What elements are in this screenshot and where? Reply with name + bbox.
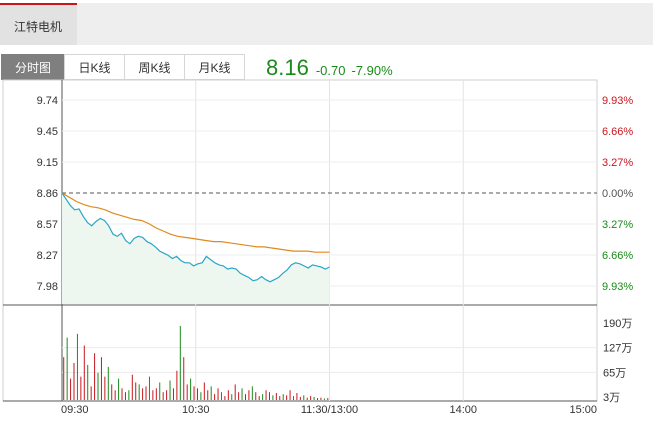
price-tick-label: 8.27 bbox=[37, 250, 58, 262]
price-tick-label: 7.98 bbox=[37, 281, 58, 293]
volume-tick-label: 127万 bbox=[603, 343, 632, 355]
tab-monthly-k[interactable]: 月K线 bbox=[184, 54, 245, 80]
price-tick-label: 9.15 bbox=[37, 157, 58, 169]
chart-type-tabs: 分时图 日K线 周K线 月K线 bbox=[1, 54, 245, 80]
pct-tick-label: 6.66% bbox=[602, 250, 633, 262]
stock-header-bar: 江特电机 bbox=[0, 3, 653, 45]
price-area bbox=[62, 193, 330, 304]
pct-tick-label: 3.27% bbox=[602, 219, 633, 231]
stock-name: 江特电机 bbox=[14, 20, 63, 34]
quote-panel: 8.16 -0.70 -7.90% bbox=[266, 55, 393, 81]
volume-tick-label: 3万 bbox=[603, 392, 620, 404]
tab-intraday[interactable]: 分时图 bbox=[1, 54, 65, 80]
pct-tick-label: 0.00% bbox=[602, 188, 633, 200]
price-tick-label: 8.57 bbox=[37, 219, 58, 231]
volume-tick-label: 190万 bbox=[603, 318, 632, 330]
pct-tick-label: 9.93% bbox=[602, 281, 633, 293]
price-tick-label: 8.86 bbox=[37, 188, 58, 200]
average-price-line bbox=[61, 192, 330, 253]
tab-weekly-k[interactable]: 周K线 bbox=[124, 54, 185, 80]
time-tick-label: 15:00 bbox=[569, 404, 597, 416]
volume-tick-label: 65万 bbox=[603, 367, 626, 379]
time-tick-label: 11:30/13:00 bbox=[301, 404, 358, 416]
time-tick-label: 14:00 bbox=[449, 404, 477, 416]
price-tick-label: 9.74 bbox=[37, 95, 58, 107]
pct-tick-label: 3.27% bbox=[602, 157, 633, 169]
price-line bbox=[61, 192, 330, 283]
pct-tick-label: 6.66% bbox=[602, 126, 633, 138]
pct-tick-label: 9.93% bbox=[602, 95, 633, 107]
price-tick-label: 9.45 bbox=[37, 126, 58, 138]
time-tick-label: 09:30 bbox=[61, 404, 89, 416]
price-change: -0.70 bbox=[315, 63, 346, 78]
price-change-pct: -7.90% bbox=[351, 63, 393, 78]
time-tick-label: 10:30 bbox=[182, 404, 210, 416]
stock-name-tab[interactable]: 江特电机 bbox=[0, 3, 77, 45]
current-price: 8.16 bbox=[266, 55, 309, 80]
